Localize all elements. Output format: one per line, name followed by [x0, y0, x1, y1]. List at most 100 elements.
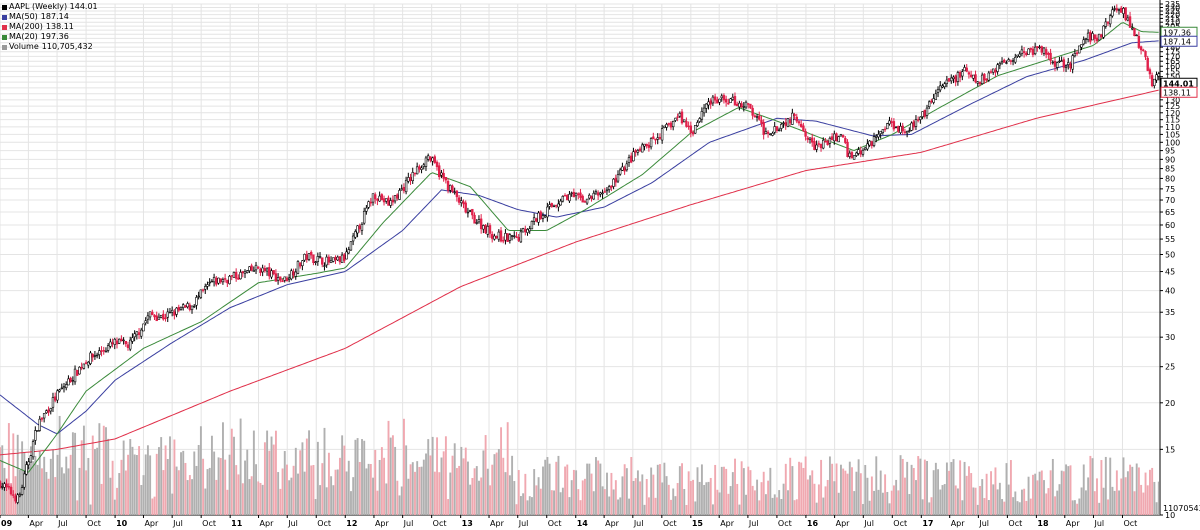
candle-body [930, 100, 933, 103]
candle-body [894, 126, 898, 129]
x-tick-label: Jul [287, 519, 298, 528]
candle-body [524, 228, 527, 233]
volume-bar [890, 490, 893, 515]
volume-bar [85, 470, 88, 515]
candle-body [934, 93, 938, 100]
x-tick-label: Apr [1066, 519, 1081, 528]
candle-body [1102, 25, 1105, 38]
ma20-path [0, 22, 1159, 473]
candle-body [25, 464, 28, 475]
candle-body [287, 277, 291, 280]
candle-body [749, 103, 752, 109]
candle-body [879, 131, 882, 134]
volume-bar [116, 487, 118, 515]
volume-bar [142, 475, 145, 515]
volume-bar [458, 465, 461, 515]
candle-body [791, 112, 794, 125]
volume-bar [1133, 491, 1136, 515]
volume-bar [303, 471, 306, 515]
volume-bar [91, 435, 94, 515]
volume-bar [974, 487, 977, 515]
legend-title-row: AAPL (Weekly) 144.01 [2, 2, 98, 12]
y-tick-label: 110 [1165, 123, 1180, 132]
volume-bar [111, 460, 114, 515]
candle-body [1025, 52, 1028, 56]
volume-bar [131, 446, 134, 515]
volume-bar [171, 493, 174, 515]
candle-body [254, 264, 258, 271]
volume-bar [943, 484, 946, 515]
candle-body [636, 150, 640, 153]
candle-body [994, 70, 997, 73]
candle-body [1011, 60, 1015, 62]
volume-bar [877, 489, 880, 515]
candle-body [42, 413, 46, 419]
volume-bar [1089, 455, 1092, 515]
candle-body [687, 125, 690, 128]
y-tick-label: 210 [1165, 18, 1180, 27]
candle-body [144, 320, 147, 324]
volume-bar [526, 500, 529, 515]
volume-bar [855, 471, 858, 515]
candle-body [228, 275, 231, 285]
candle-body [875, 135, 878, 138]
ma50-path [0, 40, 1159, 435]
volume-bar [572, 469, 575, 515]
volume-bar [310, 465, 313, 515]
candle-body [901, 125, 904, 132]
x-tick-label: Oct [317, 519, 331, 528]
volume-bar [422, 459, 425, 515]
legend-ma50-row: MA(50) 187.14 [2, 12, 98, 22]
candle-body [850, 152, 854, 159]
candle-body [1044, 49, 1048, 55]
volume-bar [853, 491, 856, 515]
volume-bar [1020, 489, 1023, 515]
candle-body [1042, 47, 1046, 54]
volume-bar [321, 463, 324, 515]
volume-bar [1065, 464, 1068, 515]
candle-body [177, 306, 180, 311]
volume-bar [182, 450, 185, 515]
candle-body [362, 210, 366, 224]
volume-bar [734, 458, 736, 515]
volume-bar [286, 464, 288, 515]
volume-bar [484, 435, 487, 515]
volume-bar [10, 485, 13, 515]
volume-bar [639, 481, 642, 515]
candle-body [245, 270, 249, 273]
candle-body [274, 273, 278, 282]
y-tick-label: 50 [1165, 250, 1175, 259]
volume-bar [873, 490, 876, 515]
candle-body [680, 111, 684, 124]
volume-bar [771, 497, 774, 515]
volume-bar [124, 470, 127, 515]
candle-body [193, 305, 196, 308]
candle-body [837, 136, 840, 143]
candle-body [179, 307, 183, 310]
candle-body [84, 362, 88, 365]
candle-body [566, 195, 569, 201]
candle-body [429, 156, 432, 161]
y-tick-label: 85 [1165, 165, 1175, 174]
x-tick-label: 18 [1037, 519, 1049, 528]
volume-bar [1032, 474, 1034, 515]
y-tick-label: 170 [1165, 52, 1180, 61]
volume-bar [206, 469, 209, 515]
volume-bar [778, 490, 781, 515]
volume-bar [886, 491, 889, 515]
volume-bar [3, 467, 6, 515]
volume-bar [45, 471, 48, 515]
candle-body [1, 486, 4, 488]
volume-bar [1043, 480, 1045, 515]
candle-body [29, 455, 33, 463]
candle-body [371, 193, 375, 203]
candle-body [846, 141, 849, 157]
volume-bar [815, 502, 818, 515]
volume-bar [489, 485, 491, 515]
candle-body [1104, 21, 1107, 27]
y-tick-label: 165 [1165, 57, 1180, 66]
legend-ma20-label: MA(20) [9, 32, 38, 41]
volume-bar [546, 457, 549, 515]
candle-body [87, 361, 90, 366]
